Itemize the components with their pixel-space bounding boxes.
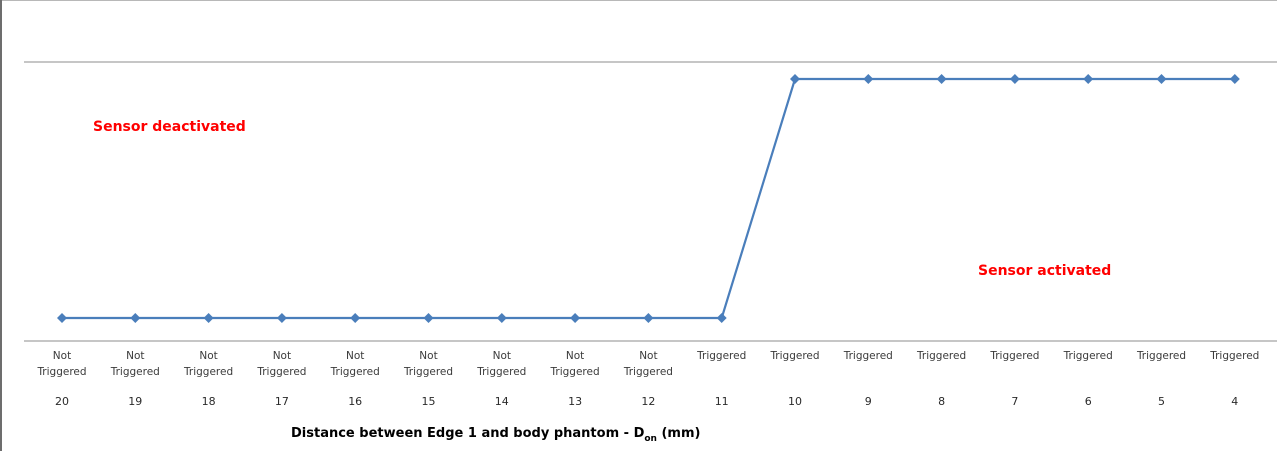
data-point-marker	[570, 313, 581, 323]
state-label: Not	[419, 350, 437, 362]
state-label: Triggered	[256, 366, 306, 378]
state-label: Not	[273, 350, 291, 362]
x-axis-title: Distance between Edge 1 and body phantom…	[291, 426, 700, 444]
tick-label-layer: 20 19 18 17 16 15 14 13 12 11 10 9 8 7 6 5 4	[55, 395, 1238, 408]
state-label: Triggered	[843, 350, 893, 362]
x-axis-title-main: Distance between Edge 1 and body phantom…	[291, 426, 645, 441]
x-tick-label: 5	[1158, 395, 1165, 408]
annotation-sensor-activated: Sensor activated	[978, 263, 1111, 279]
data-point-marker	[276, 313, 287, 323]
data-point-marker	[1009, 74, 1020, 84]
data-point-marker	[1229, 74, 1240, 84]
data-point-marker	[496, 313, 507, 323]
data-point-marker	[936, 74, 947, 84]
state-label: Not	[346, 350, 364, 362]
state-label: Triggered	[110, 366, 160, 378]
top-border	[0, 0, 1277, 1]
data-point-marker	[1156, 74, 1167, 84]
x-tick-label: 13	[568, 395, 582, 408]
x-tick-label: 18	[202, 395, 216, 408]
data-point-marker	[643, 313, 654, 323]
x-tick-label: 15	[422, 395, 436, 408]
state-label: Triggered	[476, 366, 526, 378]
x-tick-label: 16	[348, 395, 362, 408]
state-label: Not	[639, 350, 657, 362]
data-point-marker	[716, 313, 727, 323]
state-label: Triggered	[550, 366, 600, 378]
x-tick-label: 14	[495, 395, 509, 408]
x-axis-title-unit: (mm)	[657, 426, 701, 441]
state-label: Triggered	[623, 366, 673, 378]
x-tick-label: 7	[1011, 395, 1018, 408]
x-tick-label: 11	[715, 395, 729, 408]
state-label: Triggered	[1209, 350, 1259, 362]
data-point-marker	[1083, 74, 1094, 84]
left-border	[0, 0, 2, 451]
data-point-marker	[423, 313, 434, 323]
series-line	[62, 77, 1235, 320]
x-tick-label: 19	[128, 395, 142, 408]
x-tick-label: 6	[1085, 395, 1092, 408]
state-label: Triggered	[183, 366, 233, 378]
x-axis-title-subscript: on	[644, 434, 657, 444]
x-tick-label: 12	[641, 395, 655, 408]
series-layer	[57, 74, 1240, 323]
state-label: Triggered	[696, 350, 746, 362]
x-tick-label: 17	[275, 395, 289, 408]
state-label-layer: Not Triggered Not Triggered Not Triggered Not T…	[36, 350, 1259, 378]
data-point-marker	[203, 313, 214, 323]
x-tick-label: 10	[788, 395, 802, 408]
state-label: Not	[53, 350, 71, 362]
state-label: Not	[566, 350, 584, 362]
state-label: Triggered	[916, 350, 966, 362]
state-label: Triggered	[989, 350, 1039, 362]
state-label: Triggered	[403, 366, 453, 378]
data-point-marker	[57, 313, 67, 323]
data-point-marker	[130, 313, 141, 323]
data-point-marker	[350, 313, 361, 323]
state-label: Not	[493, 350, 511, 362]
annotation-sensor-deactivated: Sensor deactivated	[93, 119, 246, 135]
state-label: Triggered	[36, 366, 86, 378]
x-tick-label: 9	[865, 395, 872, 408]
state-label: Not	[126, 350, 144, 362]
x-tick-label: 4	[1231, 395, 1238, 408]
x-tick-label: 20	[55, 395, 69, 408]
state-label: Not	[199, 350, 217, 362]
state-label: Triggered	[1136, 350, 1186, 362]
state-label: Triggered	[769, 350, 819, 362]
state-label: Triggered	[330, 366, 380, 378]
data-point-marker	[790, 74, 800, 84]
state-label: Triggered	[1063, 350, 1113, 362]
x-tick-label: 8	[938, 395, 945, 408]
data-point-marker	[863, 74, 874, 84]
